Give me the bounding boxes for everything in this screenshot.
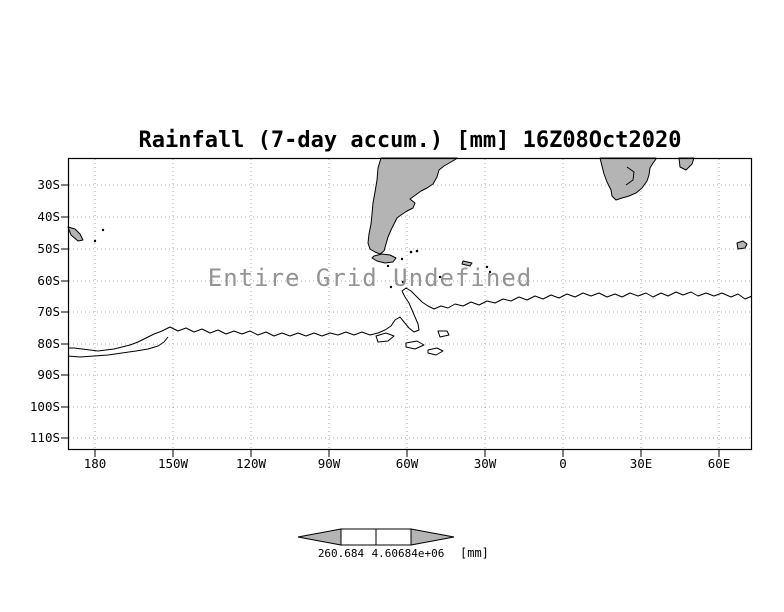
lat-tick-label: 70S	[37, 304, 60, 319]
colorbar-left-arrow	[297, 528, 342, 546]
lat-tick-label: 40S	[37, 209, 60, 224]
colorbar-tick-label-right: 4.60684e+06	[372, 547, 445, 560]
antarctic-island	[437, 330, 450, 338]
lat-tick-label: 60S	[37, 273, 60, 288]
colorbar-unit-label: [mm]	[460, 546, 489, 560]
undefined-grid-message: Entire Grid Undefined	[207, 264, 533, 292]
grid-lines-horizontal	[69, 184, 751, 439]
lon-tick-label: 0	[559, 456, 567, 471]
colorbar: 260.684 4.60684e+06 [mm]	[297, 528, 489, 560]
plot-frame	[67, 157, 753, 451]
tierra-del-fuego-landmass	[371, 253, 397, 264]
new-zealand-fragment	[67, 226, 84, 242]
lat-tick-label: 30S	[37, 177, 60, 192]
lat-tick-label: 50S	[37, 241, 60, 256]
lat-tick-label: 100S	[30, 399, 60, 414]
antarctic-island	[375, 332, 395, 343]
lon-tick-label: 60W	[396, 456, 419, 471]
africa-landmass	[599, 157, 657, 201]
south-america-landmass	[367, 157, 458, 255]
lat-tick-label: 110S	[30, 430, 60, 445]
lon-tick-label: 60E	[708, 456, 731, 471]
lon-tick-label: 180	[84, 456, 107, 471]
lon-tick-label: 150W	[158, 456, 189, 471]
south-georgia-island	[461, 260, 473, 267]
lon-tick-label: 90W	[318, 456, 341, 471]
madagascar-landmass	[678, 157, 695, 171]
grid-lines-vertical	[94, 159, 720, 449]
antarctic-island	[427, 347, 444, 356]
plot-title: Rainfall (7-day accum.) [mm] 16Z08Oct202…	[138, 128, 682, 153]
colorbar-right-arrow	[410, 528, 455, 546]
lon-tick-label: 30W	[474, 456, 497, 471]
africa-interior-contour	[625, 166, 635, 186]
lat-axis-ticks	[61, 184, 68, 439]
antarctic-island	[405, 340, 425, 350]
lon-axis-ticks	[94, 450, 720, 457]
lon-tick-label: 30E	[630, 456, 653, 471]
small-islands	[93, 228, 492, 289]
ross-ice-shelf-edge	[67, 336, 169, 358]
antarctica-coastline	[68, 287, 753, 352]
lat-tick-label: 80S	[37, 336, 60, 351]
kerguelen-island	[736, 240, 748, 250]
colorbar-tick-label-left: 260.684	[318, 547, 365, 560]
lat-tick-label: 90S	[37, 367, 60, 382]
lon-tick-label: 120W	[236, 456, 267, 471]
